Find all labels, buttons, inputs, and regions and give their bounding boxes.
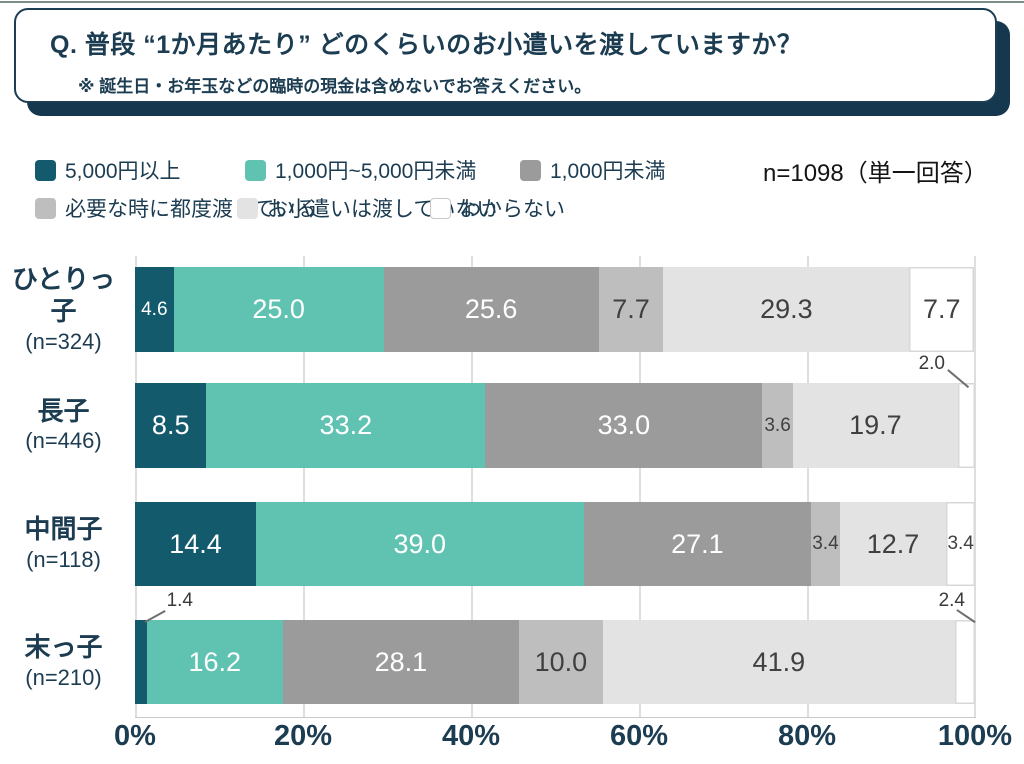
segment-value-label: 3.4: [947, 533, 974, 554]
segment-value-label: 7.7: [923, 294, 961, 324]
bar-segment: [958, 383, 975, 468]
axis-tick-label: 0%: [114, 720, 156, 752]
legend-swatch: [35, 159, 56, 181]
segment-value-label: 14.4: [169, 528, 222, 559]
segment-value-label: 3.4: [812, 533, 839, 554]
category-name: ひとりっ子: [11, 263, 116, 327]
bar-segment: 14.4: [135, 502, 256, 586]
bar-segment: 29.3: [663, 267, 910, 352]
callout-value-label: 1.4: [166, 590, 193, 611]
bar-segment: 3.4: [946, 502, 975, 586]
bar-segment: 25.0: [173, 267, 384, 352]
segment-value-label: 39.0: [393, 528, 447, 559]
sample-size-note: n=1098（単一回答）: [763, 160, 988, 187]
segment-value-label: 33.0: [597, 410, 651, 440]
bar-segment: 33.2: [206, 383, 486, 468]
legend-item-label: 5,000円以上: [65, 160, 181, 183]
gridline: [471, 256, 473, 717]
bar-segment: 41.9: [602, 620, 955, 704]
segment-value-label: 12.7: [866, 528, 920, 559]
category-label: 中間子 (n=118): [0, 502, 127, 586]
segment-value-label: 16.2: [188, 646, 242, 677]
legend-item-label: 1,000円未満: [550, 160, 666, 183]
category-sample-size: (n=118): [26, 546, 101, 572]
bar-segment: 4.6: [135, 267, 174, 352]
gridline: [974, 256, 976, 717]
bar-segment: 16.2: [146, 620, 283, 704]
question-note: ※ 誕生日・お年玉などの臨時の現金は含めないでお答えください。: [78, 77, 592, 96]
legend-item: 5,000円以上: [35, 158, 181, 183]
axis-tick-label: 40%: [441, 720, 501, 752]
callout-value-label: 2.4: [938, 590, 965, 611]
segment-value-label: 25.0: [252, 294, 305, 324]
bar-segment: 33.0: [485, 383, 763, 468]
category-sample-size: (n=210): [25, 664, 102, 690]
segment-value-label: 4.6: [141, 298, 168, 320]
plot-area: 0% 20% 40% 60% 80% 100% 4.6 25.0 25.6 7.7 29.3 7.7 8…: [114, 256, 1012, 752]
category-name: 末っ子: [24, 632, 103, 663]
category-label: ひとりっ子 (n=324): [0, 264, 127, 354]
axis-tick-label: 100%: [937, 720, 1013, 752]
bar-segment: 7.7: [598, 267, 664, 352]
segment-value-label: 19.7: [849, 410, 902, 440]
legend-swatch: [245, 159, 266, 181]
axis-tick-label: 60%: [609, 720, 669, 752]
question-box: Q. 普段 “1か月あたり” どのくらいのお小遣いを渡していますか？ ※ 誕生日…: [14, 8, 997, 103]
category-label: 末っ子 (n=210): [0, 620, 127, 704]
legend-swatch: [237, 197, 258, 219]
legend-item: 1,000円未満: [520, 158, 666, 183]
category-sample-size: (n=324): [25, 328, 102, 354]
category-name: 長子: [37, 395, 90, 426]
segment-value-label: 7.7: [612, 294, 650, 324]
bar-segment: 28.1: [282, 620, 519, 704]
category-sample-size: (n=446): [25, 428, 102, 454]
bar-row: 4.6 25.0 25.6 7.7 29.3 7.7: [135, 267, 975, 352]
axis-tick-label: 80%: [777, 720, 837, 752]
bar-segment: 27.1: [583, 502, 812, 586]
gridline: [639, 256, 641, 717]
bar-row: 14.4 39.0 27.1 3.4 12.7 3.4: [135, 502, 975, 586]
gridline: [135, 256, 137, 717]
callout-value-label: 2.0: [918, 353, 945, 374]
question-title: Q. 普段 “1か月あたり” どのくらいのお小遣いを渡していますか？: [50, 31, 803, 59]
legend-swatch: [430, 197, 451, 219]
segment-value-label: 25.6: [464, 294, 518, 324]
segment-value-label: 41.9: [752, 646, 806, 677]
gridline: [303, 256, 305, 717]
category-label: 長子 (n=446): [0, 383, 127, 468]
gridline: [807, 256, 809, 717]
bar-segment: 10.0: [518, 620, 603, 704]
axis-tick-label: 20%: [273, 720, 333, 752]
segment-value-label: 3.6: [764, 414, 791, 436]
bar-segment: 3.6: [762, 383, 793, 468]
bar-segment: [135, 620, 147, 704]
bar-segment: 19.7: [792, 383, 959, 468]
bar-segment: 39.0: [255, 502, 584, 586]
bar-segment: [954, 620, 975, 704]
legend-item-label: 1,000円~5,000円未満: [275, 160, 477, 183]
segment-value-label: 33.2: [319, 410, 373, 440]
segment-value-label: 8.5: [151, 410, 190, 440]
legend-item-label: わからない: [460, 198, 565, 221]
bar-segment: 8.5: [135, 383, 207, 468]
bar-segment: 25.6: [383, 267, 599, 352]
legend-swatch: [520, 159, 541, 181]
segment-value-label: 29.3: [760, 294, 813, 324]
segment-value-label: 28.1: [374, 646, 428, 677]
bar-row: 8.5 33.2 33.0 3.6 19.7: [135, 383, 975, 468]
legend-item: 1,000円~5,000円未満: [245, 158, 477, 183]
legend-swatch: [35, 197, 56, 219]
segment-value-label: 10.0: [534, 646, 588, 677]
legend-item: わからない: [430, 196, 565, 221]
category-name: 中間子: [24, 514, 103, 545]
bar-segment: 7.7: [909, 267, 975, 352]
bar-segment: 12.7: [839, 502, 947, 586]
segment-value-label: 27.1: [671, 528, 724, 559]
bar-segment: 3.4: [811, 502, 840, 586]
page-top-divider: [0, 1, 1024, 3]
bar-row: 16.2 28.1 10.0 41.9: [135, 620, 975, 704]
